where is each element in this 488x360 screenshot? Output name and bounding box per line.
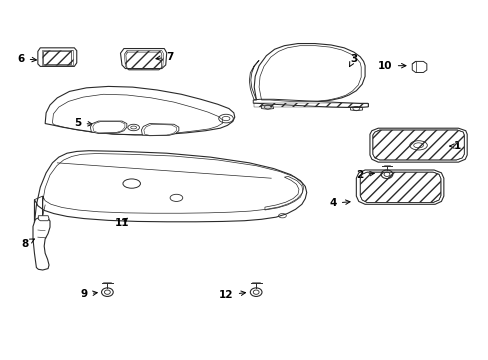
Polygon shape bbox=[411, 62, 426, 72]
Text: 7: 7 bbox=[156, 52, 174, 62]
Text: 2: 2 bbox=[356, 170, 374, 180]
Polygon shape bbox=[254, 44, 365, 102]
Text: 3: 3 bbox=[349, 54, 357, 67]
Polygon shape bbox=[253, 99, 368, 108]
Text: 9: 9 bbox=[81, 289, 97, 299]
Polygon shape bbox=[38, 216, 49, 221]
Bar bbox=[254, 103, 367, 107]
Text: 10: 10 bbox=[378, 61, 405, 71]
Polygon shape bbox=[34, 151, 306, 223]
Polygon shape bbox=[45, 86, 234, 135]
Polygon shape bbox=[369, 128, 466, 162]
Text: 5: 5 bbox=[74, 118, 92, 128]
Text: 11: 11 bbox=[115, 218, 129, 228]
Text: 8: 8 bbox=[21, 239, 34, 249]
Text: 1: 1 bbox=[449, 141, 460, 151]
Polygon shape bbox=[90, 121, 126, 134]
Text: 4: 4 bbox=[329, 198, 349, 208]
Polygon shape bbox=[141, 123, 179, 136]
Text: 6: 6 bbox=[18, 54, 37, 64]
Text: 12: 12 bbox=[219, 290, 245, 300]
Polygon shape bbox=[33, 216, 50, 270]
Polygon shape bbox=[356, 170, 443, 204]
